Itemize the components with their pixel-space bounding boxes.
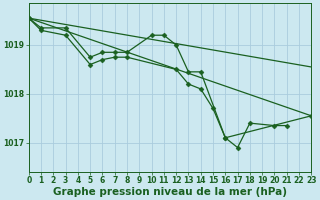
X-axis label: Graphe pression niveau de la mer (hPa): Graphe pression niveau de la mer (hPa) [53,187,287,197]
